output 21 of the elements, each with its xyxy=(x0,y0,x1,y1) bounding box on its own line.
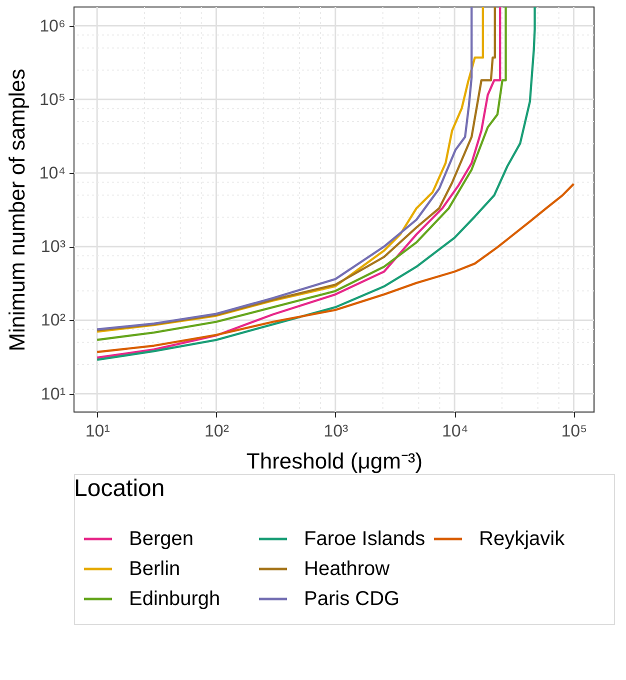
legend-label: Bergen xyxy=(129,528,194,550)
legend-label: Faroe Islands xyxy=(304,528,426,550)
legend-title: Location xyxy=(74,475,165,502)
y-tick-label: 10² xyxy=(40,310,66,330)
x-tick-label: 10¹ xyxy=(85,422,110,440)
legend-label: Heathrow xyxy=(304,558,390,580)
y-axis-title: Minimum number of samples xyxy=(4,68,30,352)
legend-label: Paris CDG xyxy=(304,588,400,610)
legend-label: Edinburgh xyxy=(129,588,220,610)
x-tick-label: 10⁵ xyxy=(561,422,588,440)
x-tick-label: 10² xyxy=(204,422,230,440)
legend-label: Reykjavik xyxy=(479,528,566,550)
y-tick-label: 10¹ xyxy=(40,384,66,404)
y-tick-label: 10⁴ xyxy=(39,163,66,182)
y-tick-label: 10⁶ xyxy=(40,16,66,36)
x-tick-label: 10³ xyxy=(324,422,349,440)
y-tick-label: 10³ xyxy=(40,237,66,256)
legend-label: Berlin xyxy=(129,558,180,580)
y-tick-label: 10⁵ xyxy=(40,90,66,109)
x-axis-title: Threshold (μgm⁻³) xyxy=(246,448,423,474)
x-tick-label: 10⁴ xyxy=(442,422,468,440)
